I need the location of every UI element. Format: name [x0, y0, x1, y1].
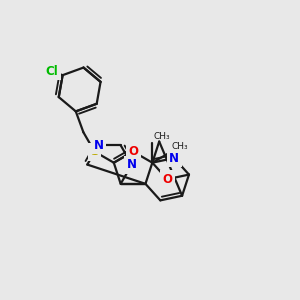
Text: N: N	[93, 139, 103, 152]
Text: CH₃: CH₃	[171, 142, 188, 151]
Text: N: N	[127, 158, 137, 171]
Text: S: S	[90, 145, 99, 158]
Text: N: N	[169, 152, 179, 165]
Text: CH₃: CH₃	[154, 132, 171, 141]
Text: O: O	[162, 173, 172, 186]
Text: O: O	[128, 145, 138, 158]
Text: Cl: Cl	[46, 65, 58, 78]
